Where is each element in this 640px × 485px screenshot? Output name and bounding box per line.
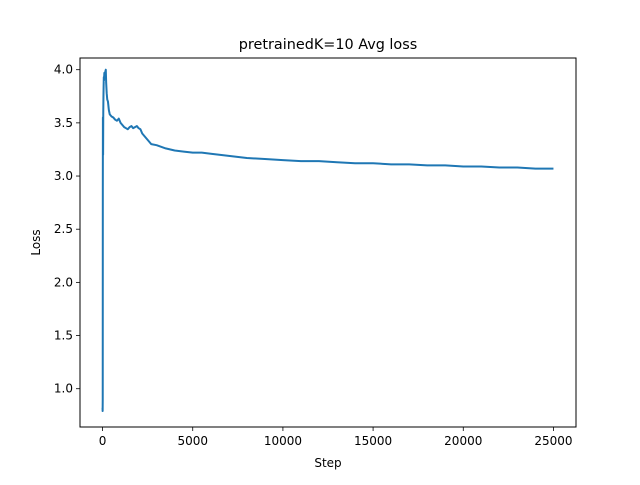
data-layer [101, 68, 554, 413]
plot-frame [79, 57, 577, 428]
plot-area [80, 58, 576, 427]
y-tick-label: 2.0 [54, 275, 73, 289]
x-axis-label: Step [314, 456, 341, 470]
x-tick-label: 15000 [354, 434, 392, 448]
x-tick-label: 20000 [444, 434, 482, 448]
ticks-layer: 0 5000 10000 15000 20000 25000 1.0 1.5 2.0 2.5 3.0… [54, 63, 573, 448]
x-tick-label: 25000 [534, 434, 572, 448]
y-tick-label: 1.0 [54, 382, 73, 396]
y-tick-label: 4.0 [54, 63, 73, 77]
x-tick-label: 10000 [264, 434, 302, 448]
x-tick-label: 0 [99, 434, 107, 448]
y-tick-label: 2.5 [54, 222, 73, 236]
x-tick-label: 5000 [177, 434, 208, 448]
y-tick-label: 3.5 [54, 116, 73, 130]
y-tick-label: 1.5 [54, 329, 73, 343]
series-line-0 [101, 68, 554, 413]
y-tick-label: 3.0 [54, 169, 73, 183]
chart-title: pretrainedK=10 Avg loss [239, 37, 417, 53]
y-axis-label: Loss [29, 229, 43, 255]
